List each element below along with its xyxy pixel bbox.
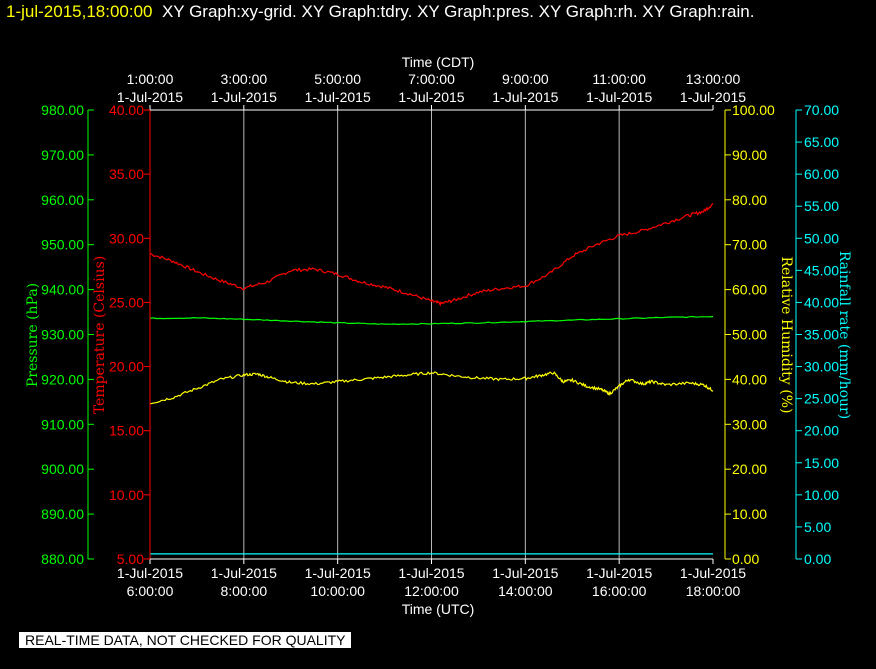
- bottom-tick-date: 1-Jul-2015: [586, 565, 652, 581]
- time-grid: [243, 110, 620, 559]
- rainfall-axis-title: Rainfall rate (mm/hour): [836, 251, 852, 419]
- rh-tick-label: 90.00: [732, 147, 767, 163]
- temperature-tick-label: 10.00: [109, 487, 144, 503]
- rh-tick-label: 60.00: [732, 282, 767, 298]
- pressure-tick-label: 880.00: [41, 551, 84, 567]
- temperature-axis-title: Temperature (Celsius): [92, 256, 108, 414]
- rh-tick-label: 20.00: [732, 461, 767, 477]
- pres-series-line: [149, 315, 714, 326]
- top-tick-date: 1-Jul-2015: [398, 89, 464, 105]
- tdry-series-line: [149, 203, 714, 307]
- top-axis-title: Time (CDT): [402, 54, 475, 70]
- rain-tick-label: 45.00: [804, 262, 839, 278]
- bottom-tick-time: 10:00:00: [310, 583, 365, 599]
- pressure-tick-label: 930.00: [41, 327, 84, 343]
- pressure-tick-label: 960.00: [41, 192, 84, 208]
- rh-tick-label: 80.00: [732, 192, 767, 208]
- pressure-tick-label: 910.00: [41, 416, 84, 432]
- series-layer: [149, 203, 714, 555]
- top-tick-time: 5:00:00: [314, 71, 361, 87]
- temperature-tick-label: 5.00: [117, 551, 144, 567]
- time-tick-labels: 1:00:00 1-Jul-2015 1-Jul-2015 6:00:00 3:00:0…: [117, 71, 746, 599]
- rain-tick-label: 70.00: [804, 102, 839, 118]
- rh-tick-label: 70.00: [732, 237, 767, 253]
- bottom-tick-time: 14:00:00: [498, 583, 553, 599]
- rh-tick-label: 10.00: [732, 506, 767, 522]
- pressure-tick-label: 970.00: [41, 147, 84, 163]
- rh-series-line: [149, 371, 714, 405]
- header-timestamp: 1-jul-2015,18:00:00: [6, 2, 153, 21]
- pressure-tick-label: 940.00: [41, 282, 84, 298]
- bottom-tick-time: 18:00:00: [686, 583, 741, 599]
- rain-tick-label: 25.00: [804, 391, 839, 407]
- axes-layer: 980.00 970.00 960.00 950.00 940.00 930.00 920.…: [41, 102, 839, 567]
- top-tick-time: 1:00:00: [127, 71, 174, 87]
- rain-tick-label: 5.00: [804, 519, 831, 535]
- rain-tick-label: 0.00: [804, 551, 831, 567]
- bottom-tick-date: 1-Jul-2015: [492, 565, 558, 581]
- header-graph-list: XY Graph:xy-grid. XY Graph:tdry. XY Grap…: [161, 2, 755, 21]
- top-tick-date: 1-Jul-2015: [117, 89, 183, 105]
- bottom-tick-time: 8:00:00: [220, 583, 267, 599]
- temperature-tick-label: 15.00: [109, 423, 144, 439]
- top-tick-date: 1-Jul-2015: [586, 89, 652, 105]
- temperature-tick-label: 25.00: [109, 294, 144, 310]
- pressure-tick-label: 920.00: [41, 371, 84, 387]
- top-tick-time: 7:00:00: [408, 71, 455, 87]
- rh-tick-label: 40.00: [732, 371, 767, 387]
- rain-tick-label: 65.00: [804, 134, 839, 150]
- rain-tick-label: 10.00: [804, 487, 839, 503]
- bottom-tick-time: 16:00:00: [592, 583, 647, 599]
- bottom-tick-date: 1-Jul-2015: [398, 565, 464, 581]
- bottom-tick-date: 1-Jul-2015: [117, 565, 183, 581]
- rh-tick-label: 30.00: [732, 416, 767, 432]
- rh-tick-label: 0.00: [732, 551, 759, 567]
- pressure-axis-title: Pressure (hPa): [25, 283, 41, 387]
- rh-tick-label: 100.00: [732, 102, 775, 118]
- temperature-tick-label: 40.00: [109, 102, 144, 118]
- humidity-axis-title: Relative Humidity (%): [778, 256, 794, 413]
- temperature-tick-label: 35.00: [109, 166, 144, 182]
- bottom-tick-time: 6:00:00: [127, 583, 174, 599]
- temperature-tick-label: 20.00: [109, 359, 144, 375]
- top-tick-date: 1-Jul-2015: [305, 89, 371, 105]
- top-tick-time: 13:00:00: [686, 71, 741, 87]
- rain-tick-label: 40.00: [804, 294, 839, 310]
- graph-header: 1-jul-2015,18:00:00 XY Graph:xy-grid. XY…: [6, 2, 754, 22]
- pressure-tick-label: 950.00: [41, 237, 84, 253]
- bottom-axis-title: Time (UTC): [402, 601, 475, 617]
- pressure-tick-label: 980.00: [41, 102, 84, 118]
- temperature-tick-label: 30.00: [109, 230, 144, 246]
- top-tick-date: 1-Jul-2015: [211, 89, 277, 105]
- top-tick-time: 3:00:00: [220, 71, 267, 87]
- rain-tick-label: 20.00: [804, 423, 839, 439]
- pressure-tick-label: 890.00: [41, 506, 84, 522]
- rain-tick-label: 50.00: [804, 230, 839, 246]
- bottom-tick-time: 12:00:00: [404, 583, 459, 599]
- rain-tick-label: 35.00: [804, 327, 839, 343]
- bottom-tick-date: 1-Jul-2015: [211, 565, 277, 581]
- rain-tick-label: 15.00: [804, 455, 839, 471]
- top-tick-date: 1-Jul-2015: [680, 89, 746, 105]
- bottom-tick-date: 1-Jul-2015: [305, 565, 371, 581]
- rain-tick-label: 55.00: [804, 198, 839, 214]
- rain-tick-label: 30.00: [804, 359, 839, 375]
- rh-tick-label: 50.00: [732, 327, 767, 343]
- quality-notice: REAL-TIME DATA, NOT CHECKED FOR QUALITY: [19, 632, 352, 648]
- top-tick-time: 9:00:00: [502, 71, 549, 87]
- pressure-tick-label: 900.00: [41, 461, 84, 477]
- top-tick-date: 1-Jul-2015: [492, 89, 558, 105]
- bottom-tick-date: 1-Jul-2015: [680, 565, 746, 581]
- rain-tick-label: 60.00: [804, 166, 839, 182]
- top-tick-time: 11:00:00: [592, 71, 646, 87]
